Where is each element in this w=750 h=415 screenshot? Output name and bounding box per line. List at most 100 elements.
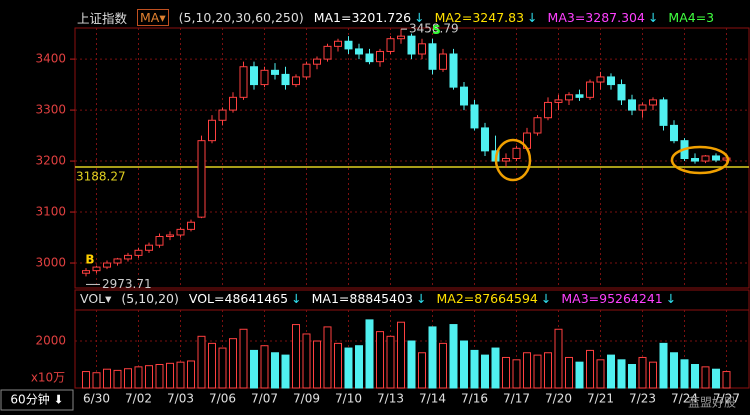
x-tick-label: 7/24 <box>671 392 698 406</box>
candle-body <box>670 124 678 142</box>
volume-header: VOL▾ (5,10,20) VOL=48641465 ↓ MA1=88845403… <box>80 291 676 306</box>
candle-body <box>586 81 594 98</box>
candle-body <box>502 158 510 162</box>
volume-bar <box>460 340 468 389</box>
candle-body <box>365 53 374 63</box>
x-tick-label: 7/20 <box>545 392 572 406</box>
volume-bar <box>302 333 311 389</box>
volume-button[interactable]: VOL▾ <box>80 291 112 306</box>
volume-bar <box>218 347 227 389</box>
volume-bar <box>701 366 710 389</box>
indicator: MA1=88845403 ↓ <box>312 291 427 306</box>
candle-body <box>302 63 311 78</box>
x-tick-label: 7/21 <box>587 392 614 406</box>
volume-params: (5,10,20) <box>121 291 179 306</box>
price-header: 上证指数 MA▾ (5,10,20,30,60,250) MA1=3201.72… <box>77 8 714 27</box>
volume-bar <box>596 359 605 389</box>
volume-bar <box>439 342 447 389</box>
x-tick-label: 7/27 <box>713 392 740 406</box>
volume-bar <box>166 362 174 389</box>
volume-bar <box>418 352 426 389</box>
candle-body <box>649 99 657 106</box>
volume-bar <box>197 335 206 389</box>
candle-body <box>134 249 143 256</box>
volume-bar <box>145 365 153 389</box>
candle-body <box>208 119 216 142</box>
candle-body <box>628 99 636 111</box>
volume-bar <box>670 352 678 389</box>
volume-bar <box>155 364 164 389</box>
volume-bar <box>260 345 269 389</box>
candle-body <box>712 155 720 161</box>
indicator-arrow: ↓ <box>416 291 427 306</box>
volume-bar <box>124 368 132 389</box>
ma-params: (5,10,20,30,60,250) <box>178 10 304 25</box>
candle-body <box>355 48 363 55</box>
indicator-arrow: ↓ <box>527 10 538 25</box>
indicator-arrow: ↓ <box>291 291 302 306</box>
signal-marker: B <box>85 253 94 267</box>
volume-bar <box>523 352 531 389</box>
indicator-value: MA4=3 <box>668 10 715 25</box>
candle-body <box>103 262 111 268</box>
volume-bar <box>680 359 689 389</box>
volume-bar <box>281 354 290 389</box>
candle-body <box>82 270 90 274</box>
volume-bar <box>628 364 636 389</box>
volume-bar <box>376 331 384 389</box>
volume-bar <box>292 324 300 389</box>
x-tick-label: 7/09 <box>293 392 320 406</box>
volume-bar <box>502 356 510 389</box>
y-tick-label: 3400 <box>35 52 66 66</box>
volume-bar <box>565 356 573 389</box>
candle-body <box>565 94 573 101</box>
price-frame <box>74 27 750 289</box>
low-label: 2973.71 <box>102 277 152 291</box>
indicator-value: MA1=3201.726 <box>313 10 412 25</box>
candle-body <box>533 117 542 134</box>
indicator-value: MA2=3247.83 <box>434 10 525 25</box>
candle-body <box>187 221 195 230</box>
volume-bar <box>176 361 185 389</box>
volume-bar <box>365 319 374 389</box>
volume-bar <box>428 326 437 389</box>
volume-bar <box>271 352 279 389</box>
x-tick-label: 7/23 <box>629 392 656 406</box>
candle-body <box>470 104 479 129</box>
candle-body <box>575 94 584 98</box>
candle-body <box>386 38 395 52</box>
volume-bar <box>82 371 90 389</box>
candle-body <box>481 127 489 152</box>
plot-layer: 3000 3100 3200 3300 3400 2000 6/30 7/02 7/03 7/06… <box>35 22 749 406</box>
indicator-value: MA3=95264241 <box>561 291 663 306</box>
volume-bar <box>250 349 258 389</box>
candle-body <box>397 35 405 40</box>
volume-bar <box>607 354 615 389</box>
indicator-value: VOL=48641465 <box>188 291 289 306</box>
volume-bar <box>386 335 395 389</box>
volume-bar <box>344 347 353 389</box>
volume-bar <box>491 347 500 389</box>
signal-marker: S <box>432 23 441 37</box>
candle-body <box>596 76 605 83</box>
indicator-value: MA2=87664594 <box>436 291 538 306</box>
candle-body <box>449 53 458 88</box>
candle-body <box>271 69 279 75</box>
candle-body <box>407 35 416 55</box>
ma-button[interactable]: MA▾ <box>137 9 169 26</box>
volume-bar <box>334 342 342 389</box>
candle-body <box>691 158 699 162</box>
volume-unit: x10万 <box>31 371 65 385</box>
candle-body <box>334 40 342 47</box>
indicator-arrow: ↓ <box>414 10 425 25</box>
period-button[interactable]: 60分钟 ⬇ <box>10 392 63 407</box>
volume-bar <box>617 359 626 389</box>
candle-body <box>166 234 174 238</box>
watermark: 蓝盟好股 <box>688 396 736 410</box>
volume-bar <box>544 352 552 389</box>
volume-tick-label: 2000 <box>35 334 66 348</box>
candle-body <box>281 73 290 86</box>
volume-bar <box>229 338 237 389</box>
volume-bar <box>512 359 521 389</box>
indicator: MA3=3287.304 ↓ <box>548 10 659 25</box>
